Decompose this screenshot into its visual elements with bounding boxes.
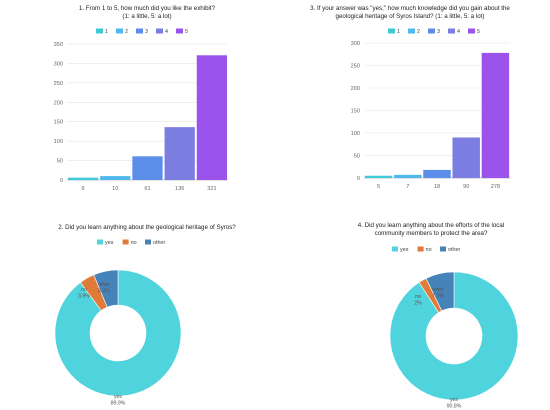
chart-title: 1. From 1 to 5, how much did you like th…: [79, 5, 216, 12]
y-tick-label: 100: [54, 139, 63, 145]
legend-label-yes: yes: [105, 240, 114, 246]
y-tick-label: 350: [54, 42, 63, 48]
legend-swatch-other: [440, 246, 446, 252]
chart-subtitle: geological heritage of Syros Island? (1:…: [336, 13, 485, 20]
y-tick-label: 0: [357, 176, 360, 182]
legend-label-no: no: [131, 240, 137, 246]
slice-name-label-yes: yes: [450, 397, 458, 403]
legend-label-other: other: [153, 240, 165, 246]
slice-name-label-no: no: [81, 287, 87, 293]
legend-swatch-5: [468, 28, 475, 34]
x-tick-label: 5: [377, 184, 380, 190]
legend-label-yes: yes: [400, 247, 409, 253]
slice-value-label-no: 3.9%: [78, 294, 90, 300]
y-tick-label: 200: [351, 86, 360, 92]
bar-10: [100, 176, 131, 180]
y-tick-label: 200: [54, 100, 63, 106]
slice-value-label-yes: 89.9%: [111, 401, 126, 407]
chart-subtitle: (1: a little, 5: a lot): [122, 13, 171, 20]
y-tick-label: 100: [351, 131, 360, 137]
bar-7: [394, 174, 422, 178]
legend-swatch-yes: [392, 246, 398, 252]
legend-swatch-3: [428, 28, 435, 34]
slice-name-label-yes: yes: [114, 394, 122, 400]
legend-label-no: no: [426, 247, 432, 253]
legend-label-4: 4: [457, 29, 460, 35]
slice-value-label-other: 6.3%: [98, 289, 110, 295]
legend-label-other: other: [448, 247, 460, 253]
chart-title: 4. Did you learn anything about the effo…: [358, 222, 504, 229]
y-tick-label: 150: [351, 109, 360, 115]
bar-chart-1: [67, 28, 228, 181]
y-tick-label: 250: [54, 81, 63, 87]
legend-label-2: 2: [417, 29, 420, 35]
legend-swatch-5: [176, 28, 183, 34]
legend-swatch-2: [408, 28, 415, 34]
slice-other: [425, 271, 455, 312]
donut-chart-2: [389, 246, 519, 401]
x-tick-label: 10: [112, 186, 118, 192]
legend-label-4: 4: [165, 29, 168, 35]
bar-18: [423, 169, 451, 178]
legend-swatch-4: [156, 28, 163, 34]
legend-swatch-no: [122, 239, 129, 245]
slice-value-label-other: 7.2%: [432, 294, 444, 300]
bar-6: [67, 177, 99, 180]
x-tick-label: 278: [491, 184, 500, 190]
x-tick-label: 7: [406, 184, 409, 190]
legend-label-3: 3: [437, 29, 440, 35]
chart-title: 2. Did you learn anything about the geol…: [58, 224, 236, 231]
y-tick-label: 300: [54, 61, 63, 67]
bar-5: [364, 175, 393, 178]
legend-swatch-1: [96, 28, 103, 34]
bar-61: [132, 156, 163, 180]
slice-yes: [389, 271, 519, 401]
legend-swatch-1: [388, 28, 395, 34]
legend-swatch-no: [417, 246, 424, 252]
legend-swatch-2: [116, 28, 123, 34]
bar-chart-2: [364, 28, 510, 179]
y-tick-label: 300: [351, 41, 360, 47]
x-tick-label: 61: [144, 186, 150, 192]
y-tick-label: 250: [351, 64, 360, 70]
legend-swatch-3: [136, 28, 143, 34]
y-tick-label: 0: [60, 178, 63, 184]
bar-278: [481, 52, 510, 178]
slice-name-label-no: no: [415, 294, 421, 300]
legend-label-5: 5: [185, 29, 188, 35]
y-tick-label: 50: [57, 159, 63, 165]
slice-name-label-other: other: [432, 287, 444, 293]
bar-321: [196, 55, 228, 180]
legend-label-1: 1: [105, 29, 108, 35]
x-tick-label: 136: [175, 186, 184, 192]
legend-label-3: 3: [145, 29, 148, 35]
legend-swatch-yes: [97, 239, 103, 245]
chart-subtitle: community members to protect the area?: [375, 230, 488, 237]
legend-label-1: 1: [397, 29, 400, 35]
legend-swatch-other: [145, 239, 151, 245]
bar-136: [164, 127, 195, 180]
donut-chart-1: [54, 239, 182, 397]
legend-swatch-4: [448, 28, 455, 34]
y-tick-label: 50: [354, 154, 360, 160]
chart-title: 3. If your answer was "yes," how much kn…: [310, 5, 510, 12]
slice-other: [93, 269, 119, 308]
slice-name-label-other: other: [98, 282, 110, 288]
slice-yes: [54, 269, 182, 397]
x-tick-label: 321: [207, 186, 216, 192]
legend-label-5: 5: [477, 29, 480, 35]
legend-label-2: 2: [125, 29, 128, 35]
x-tick-label: 90: [463, 184, 469, 190]
slice-value-label-yes: 90.8%: [447, 404, 462, 410]
bar-90: [452, 137, 480, 178]
slice-value-label-no: 2%: [414, 301, 422, 307]
x-tick-label: 18: [434, 184, 440, 190]
y-tick-label: 150: [54, 120, 63, 126]
x-tick-label: 6: [82, 186, 85, 192]
